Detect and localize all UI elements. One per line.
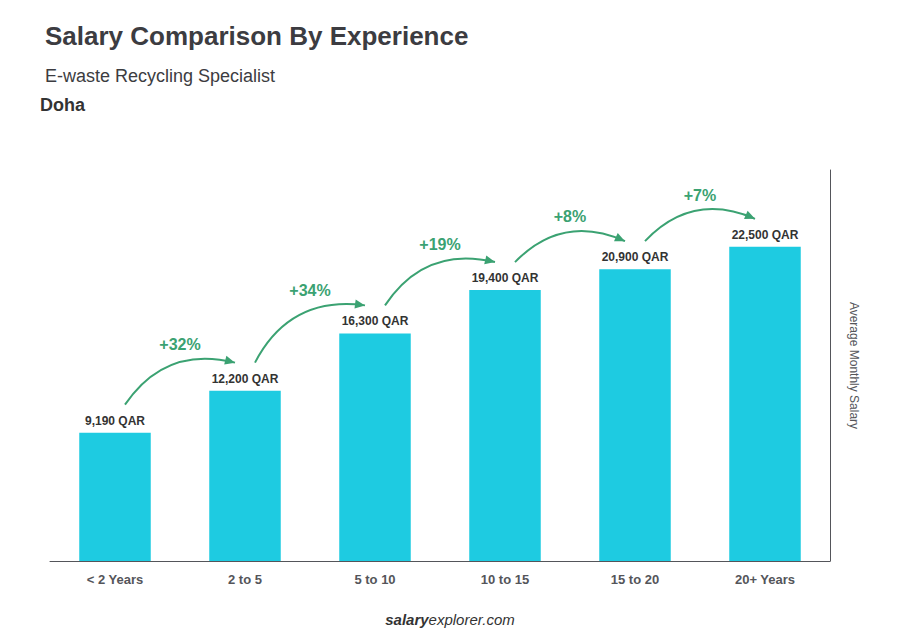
- svg-text:12,200 QAR: 12,200 QAR: [212, 372, 279, 386]
- svg-text:20+ Years: 20+ Years: [735, 572, 795, 587]
- svg-text:< 2 Years: < 2 Years: [87, 572, 144, 587]
- svg-text:+8%: +8%: [554, 208, 586, 225]
- svg-text:15 to 20: 15 to 20: [611, 572, 659, 587]
- svg-text:Doha: Doha: [40, 95, 86, 115]
- svg-text:+34%: +34%: [289, 282, 330, 299]
- svg-text:2 to 5: 2 to 5: [228, 572, 262, 587]
- svg-text:+7%: +7%: [684, 187, 716, 204]
- svg-text:19,400 QAR: 19,400 QAR: [472, 271, 539, 285]
- svg-text:+32%: +32%: [159, 336, 200, 353]
- svg-text:5 to 10: 5 to 10: [354, 572, 395, 587]
- svg-text:20,900 QAR: 20,900 QAR: [602, 250, 669, 264]
- svg-text:salary: salary: [385, 611, 429, 628]
- svg-text:Salary Comparison By Experienc: Salary Comparison By Experience: [45, 21, 468, 51]
- svg-text:explorer.com: explorer.com: [429, 611, 515, 628]
- svg-text:16,300 QAR: 16,300 QAR: [342, 314, 409, 328]
- svg-text:+19%: +19%: [419, 236, 460, 253]
- svg-text:10 to 15: 10 to 15: [481, 572, 529, 587]
- svg-text:Average Monthly Salary: Average Monthly Salary: [847, 302, 861, 429]
- svg-text:E-waste Recycling Specialist: E-waste Recycling Specialist: [45, 66, 275, 86]
- svg-text:9,190 QAR: 9,190 QAR: [85, 414, 145, 428]
- svg-text:22,500 QAR: 22,500 QAR: [732, 228, 799, 242]
